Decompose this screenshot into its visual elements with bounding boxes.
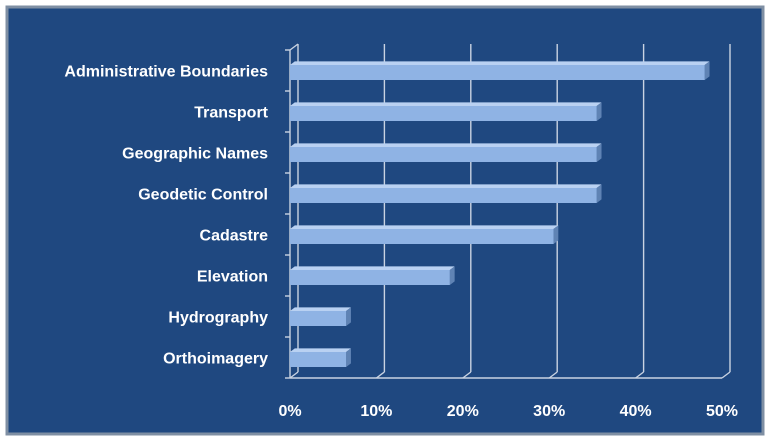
x-tick-label: 0% <box>278 403 301 420</box>
bar-cadastre <box>290 225 559 244</box>
category-label: Geodetic Control <box>138 187 268 204</box>
bar-front-face <box>290 65 705 80</box>
bar-front-face <box>290 106 597 121</box>
category-label: Hydrography <box>168 310 268 327</box>
x-tick-label: 40% <box>620 403 652 420</box>
bar-side-face <box>346 348 351 367</box>
x-tick-label: 10% <box>360 403 392 420</box>
bar-side-face <box>596 184 602 203</box>
category-label: Orthoimagery <box>163 351 268 368</box>
bar-top-face <box>290 266 455 270</box>
x-tick-label: 50% <box>706 403 738 420</box>
category-label: Elevation <box>197 269 268 286</box>
gridline-floor-50 <box>721 371 731 379</box>
bar-elevation <box>290 266 455 285</box>
bar-orthoimagery <box>290 348 351 367</box>
category-label: Cadastre <box>200 228 269 245</box>
bar-side-face <box>449 266 455 285</box>
bar-front-face <box>290 229 554 244</box>
bar-top-face <box>290 184 602 188</box>
bar-hydrography <box>290 307 351 326</box>
bar-side-face <box>553 225 559 244</box>
bar-top-face <box>290 307 351 311</box>
bar-front-face <box>290 188 597 203</box>
tick-label-layer: 0% 10% 20% 30% 40% 50% <box>278 403 738 420</box>
x-tick-label: 30% <box>533 403 565 420</box>
category-label-layer: Administrative Boundaries Transport Geogra… <box>64 64 268 368</box>
bar-top-face <box>290 143 602 147</box>
bar-layer <box>290 61 710 367</box>
bar-transport <box>290 102 602 121</box>
bar-side-face <box>596 102 602 121</box>
gridline-floor-30 <box>548 371 558 379</box>
gridline-floor-10 <box>375 371 385 379</box>
category-label: Administrative Boundaries <box>64 64 268 81</box>
bar-geodetic-control <box>290 184 602 203</box>
bar-front-face <box>290 311 347 326</box>
bar-top-face <box>290 102 602 106</box>
bar-top-face <box>290 348 351 352</box>
category-label: Transport <box>194 105 268 122</box>
x-tick-label: 20% <box>447 403 479 420</box>
bar-administrative-boundaries <box>290 61 710 80</box>
bar-top-face <box>290 225 559 229</box>
bar-geographic-names <box>290 143 602 162</box>
category-label: Geographic Names <box>122 146 268 163</box>
bar-side-face <box>346 307 351 326</box>
bar-front-face <box>290 270 450 285</box>
bar-side-face <box>596 143 602 162</box>
gridline-floor-20 <box>462 371 472 379</box>
bar-top-face <box>290 61 710 65</box>
gridline-floor-0 <box>289 371 299 379</box>
bar-front-face <box>290 352 347 367</box>
category-axis-depth <box>289 43 299 51</box>
gridline-floor-40 <box>635 371 645 379</box>
bar-front-face <box>290 147 597 162</box>
bar-side-face <box>704 61 710 80</box>
